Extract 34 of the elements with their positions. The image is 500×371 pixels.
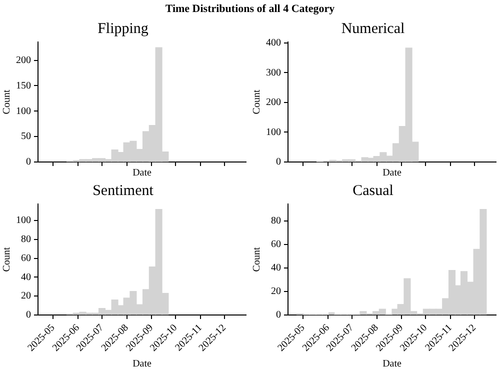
y-tick-label: 50 [21, 131, 31, 142]
y-tick-label: 200 [266, 97, 281, 108]
x-axis-title: Date [132, 358, 152, 370]
y-axis-title: Count [252, 247, 263, 272]
x-axis-title: Date [132, 168, 152, 179]
chart-title: Sentiment [92, 182, 154, 199]
y-tick-label: 0 [276, 310, 281, 321]
x-axis-title: Date [382, 358, 402, 370]
x-axis-title: Date [382, 168, 402, 179]
y-tick-label: 40 [271, 262, 281, 274]
y-tick-label: 0 [26, 310, 31, 321]
chart-title: Numerical [341, 20, 405, 37]
chart-title: Casual [352, 182, 394, 199]
y-tick-label: 20 [271, 286, 281, 298]
y-tick-label: 60 [271, 239, 281, 250]
y-tick-label: 20 [21, 290, 31, 302]
y-tick-label: 0 [276, 156, 281, 168]
y-tick-label: 0 [26, 156, 31, 168]
y-tick-label: 100 [16, 106, 31, 117]
text: Time Distributions of all 4 Category [165, 3, 335, 15]
y-tick-label: 80 [271, 216, 281, 227]
y-tick-label: 80 [21, 234, 31, 246]
chart-title: Flipping [98, 20, 149, 37]
y-tick-label: 300 [266, 67, 281, 78]
y-tick-label: 60 [21, 252, 31, 264]
y-tick-label: 100 [16, 215, 31, 226]
y-axis-title: Count [2, 247, 13, 272]
y-axis-title: Count [2, 90, 13, 114]
y-tick-label: 100 [266, 126, 281, 138]
y-tick-label: 150 [16, 80, 31, 92]
y-tick-label: 200 [16, 54, 31, 66]
y-axis-title: Count [252, 90, 263, 114]
y-tick-label: 400 [266, 38, 281, 49]
y-tick-label: 40 [21, 272, 31, 283]
